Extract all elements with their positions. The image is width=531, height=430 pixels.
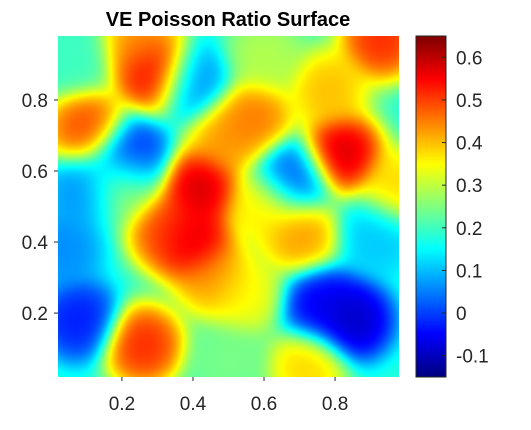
x-tick-label: 0.6 [251, 394, 277, 415]
heatmap-plot-area [58, 36, 399, 377]
colorbar-tick-label: 0.2 [456, 219, 482, 240]
colorbar-tick-label: 0 [456, 304, 467, 325]
x-tick-label: 0.8 [322, 394, 348, 415]
y-tick-label: 0.2 [22, 304, 48, 325]
x-tick-label: 0.4 [180, 394, 207, 415]
x-axis: 0.2 0.4 0.6 0.8 [109, 377, 348, 415]
y-axis: 0.2 0.4 0.6 0.8 [22, 91, 58, 325]
y-tick-label: 0.8 [22, 91, 48, 112]
x-tick-label: 0.2 [109, 394, 135, 415]
heatmap-surface [58, 36, 399, 377]
colorbar-tick-label: 0.6 [456, 48, 482, 69]
y-tick-label: 0.4 [22, 233, 49, 254]
colorbar-tick-label: -0.1 [456, 347, 489, 368]
colorbar-gradient [416, 36, 446, 377]
y-tick-label: 0.6 [22, 162, 48, 183]
colorbar: -0.1 0 0.1 0.2 0.3 0.4 0.5 0.6 [415, 35, 489, 378]
colorbar-tick-label: 0.3 [456, 176, 482, 197]
colorbar-border [415, 35, 447, 378]
colorbar-tick-label: 0.5 [456, 91, 482, 112]
chart-title: VE Poisson Ratio Surface [106, 9, 351, 31]
colorbar-tick-label: 0.1 [456, 261, 482, 282]
colorbar-tick-label: 0.4 [456, 134, 483, 155]
